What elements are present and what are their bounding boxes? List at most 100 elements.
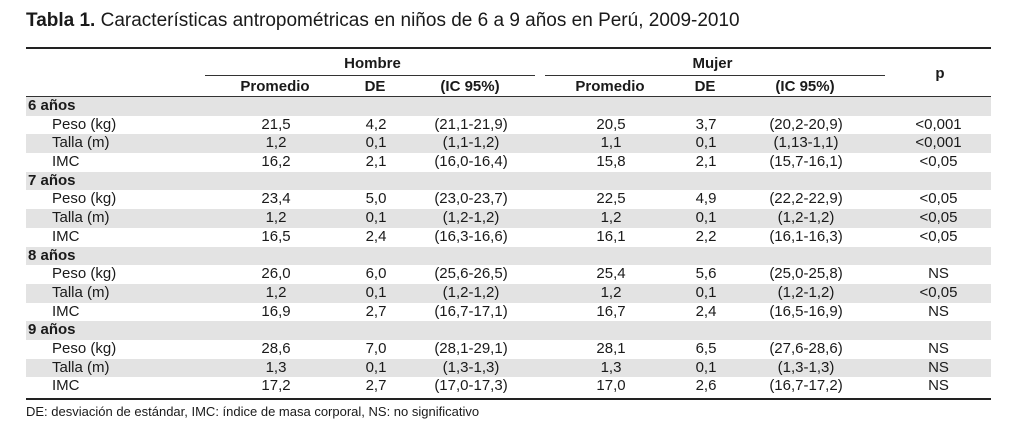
cell-hombre-ic: (1,1-1,2)	[442, 134, 500, 152]
row-label: IMC	[52, 153, 80, 171]
header-p: p	[935, 65, 945, 82]
cell-hombre-promedio: 23,4	[261, 190, 291, 208]
cell-hombre-ic: (1,2-1,2)	[442, 283, 500, 301]
table-row: Peso (kg) 23,4 5,0 (23,0-23,7) 22,5 4,9 (22,2-…	[26, 190, 991, 209]
row-label: Talla (m)	[52, 283, 110, 301]
cell-p-value: <0,05	[919, 153, 958, 171]
cell-mujer-de: 0,1	[695, 134, 717, 152]
table-row: Talla (m) 1,3 0,1 (1,3-1,3) 1,3 0,1 (1,3-1,3) N…	[26, 358, 991, 378]
table-title: Tabla 1. Características antropométricas…	[26, 10, 740, 32]
row-label: IMC	[52, 377, 80, 395]
group-row: 8 años	[26, 246, 991, 266]
cell-hombre-de: 0,1	[365, 134, 387, 152]
cell-mujer-ic: (27,6-28,6)	[769, 339, 843, 357]
group-label: 8 años	[28, 246, 76, 264]
cell-mujer-promedio: 1,2	[600, 283, 622, 301]
cell-p-value: <0,05	[919, 190, 958, 208]
cell-hombre-ic: (17,0-17,3)	[434, 377, 508, 395]
cell-p-value: <0,001	[915, 134, 962, 152]
cell-hombre-ic: (23,0-23,7)	[434, 190, 508, 208]
cell-mujer-ic: (16,5-16,9)	[769, 302, 843, 320]
row-label: Peso (kg)	[52, 115, 117, 133]
table-row: Talla (m) 1,2 0,1 (1,2-1,2) 1,2 0,1 (1,2-1,2) <…	[26, 283, 991, 303]
cell-hombre-de: 5,0	[365, 190, 387, 208]
row-label: Peso (kg)	[52, 265, 117, 283]
table-row: Peso (kg) 26,0 6,0 (25,6-26,5) 25,4 5,6 (25,0-…	[26, 265, 991, 284]
cell-hombre-promedio: 21,5	[261, 115, 291, 133]
cell-hombre-de: 7,0	[365, 339, 387, 357]
cell-mujer-de: 5,6	[695, 265, 717, 283]
table-row: IMC 16,2 2,1 (16,0-16,4) 15,8 2,1 (15,7-16,1) <…	[26, 153, 991, 172]
col-hombre-de: DE	[364, 78, 386, 95]
cell-hombre-promedio: 16,2	[261, 153, 291, 171]
cell-hombre-de: 2,1	[365, 153, 387, 171]
cell-mujer-de: 6,5	[695, 339, 717, 357]
cell-mujer-de: 2,2	[695, 227, 717, 245]
table-title-text: Características antropométricas en niños…	[95, 10, 740, 31]
group-label: 6 años	[28, 97, 76, 114]
row-label: Talla (m)	[52, 209, 110, 227]
table-body: 6 años Peso (kg) 21,5 4,2 (21,1-21,9) 20,5 3,7…	[26, 97, 991, 396]
cell-mujer-promedio: 28,1	[596, 339, 626, 357]
cell-p-value: <0,05	[919, 227, 958, 245]
cell-hombre-promedio: 1,2	[265, 283, 287, 301]
cell-mujer-promedio: 1,2	[600, 209, 622, 227]
cell-hombre-ic: (1,2-1,2)	[442, 209, 500, 227]
header-mujer: Mujer	[692, 55, 733, 72]
cell-p-value: <0,05	[919, 209, 958, 227]
cell-mujer-de: 2,4	[695, 302, 717, 320]
row-label: Talla (m)	[52, 134, 110, 152]
cell-mujer-de: 0,1	[695, 358, 717, 376]
cell-mujer-ic: (22,2-22,9)	[769, 190, 843, 208]
table-row: Talla (m) 1,2 0,1 (1,2-1,2) 1,2 0,1 (1,2-1,2) <…	[26, 209, 991, 228]
cell-hombre-promedio: 26,0	[261, 265, 291, 283]
hombre-underline	[205, 75, 535, 76]
cell-mujer-ic: (1,13-1,1)	[773, 134, 839, 152]
group-label: 7 años	[28, 171, 76, 189]
bottom-rule	[26, 398, 991, 400]
group-label: 9 años	[28, 321, 76, 339]
cell-p-value: NS	[928, 265, 949, 283]
cell-hombre-ic: (28,1-29,1)	[434, 339, 508, 357]
footnote: DE: desviación de estándar, IMC: índice …	[26, 404, 480, 419]
cell-hombre-de: 4,2	[365, 115, 387, 133]
group-row: 7 años	[26, 171, 991, 191]
cell-hombre-ic: (25,6-26,5)	[434, 265, 508, 283]
row-label: IMC	[52, 302, 80, 320]
col-hombre-promedio: Promedio	[240, 78, 310, 95]
row-label: Peso (kg)	[52, 190, 117, 208]
cell-p-value: NS	[928, 302, 949, 320]
cell-mujer-promedio: 16,7	[596, 302, 626, 320]
top-rule	[26, 47, 991, 49]
cell-hombre-de: 0,1	[365, 283, 387, 301]
header-hombre: Hombre	[344, 55, 401, 72]
cell-hombre-ic: (16,0-16,4)	[434, 153, 508, 171]
cell-mujer-de: 0,1	[695, 209, 717, 227]
cell-mujer-de: 0,1	[695, 283, 717, 301]
cell-hombre-ic: (16,3-16,6)	[434, 227, 508, 245]
cell-mujer-ic: (16,7-17,2)	[769, 377, 843, 395]
cell-hombre-ic: (1,3-1,3)	[442, 358, 500, 376]
cell-mujer-promedio: 22,5	[596, 190, 626, 208]
cell-p-value: NS	[928, 339, 949, 357]
cell-hombre-de: 0,1	[365, 358, 387, 376]
cell-mujer-promedio: 1,1	[600, 134, 622, 152]
cell-mujer-promedio: 17,0	[596, 377, 626, 395]
cell-p-value: <0,05	[919, 283, 958, 301]
table-row: IMC 16,9 2,7 (16,7-17,1) 16,7 2,4 (16,5-16,9) N…	[26, 303, 991, 322]
cell-hombre-ic: (16,7-17,1)	[434, 302, 508, 320]
table-row: Peso (kg) 28,6 7,0 (28,1-29,1) 28,1 6,5 (27,6-…	[26, 340, 991, 359]
cell-hombre-promedio: 1,2	[265, 134, 287, 152]
mujer-underline	[545, 75, 885, 76]
cell-hombre-de: 2,4	[365, 227, 387, 245]
row-label: Peso (kg)	[52, 339, 117, 357]
col-mujer-promedio: Promedio	[575, 78, 645, 95]
cell-mujer-promedio: 16,1	[596, 227, 626, 245]
cell-mujer-de: 2,1	[695, 153, 717, 171]
col-mujer-de: DE	[694, 78, 716, 95]
row-label: Talla (m)	[52, 358, 110, 376]
table-title-number: Tabla 1.	[26, 10, 96, 31]
cell-mujer-ic: (25,0-25,8)	[769, 265, 843, 283]
group-row: 9 años	[26, 321, 991, 340]
cell-mujer-ic: (1,2-1,2)	[777, 283, 835, 301]
